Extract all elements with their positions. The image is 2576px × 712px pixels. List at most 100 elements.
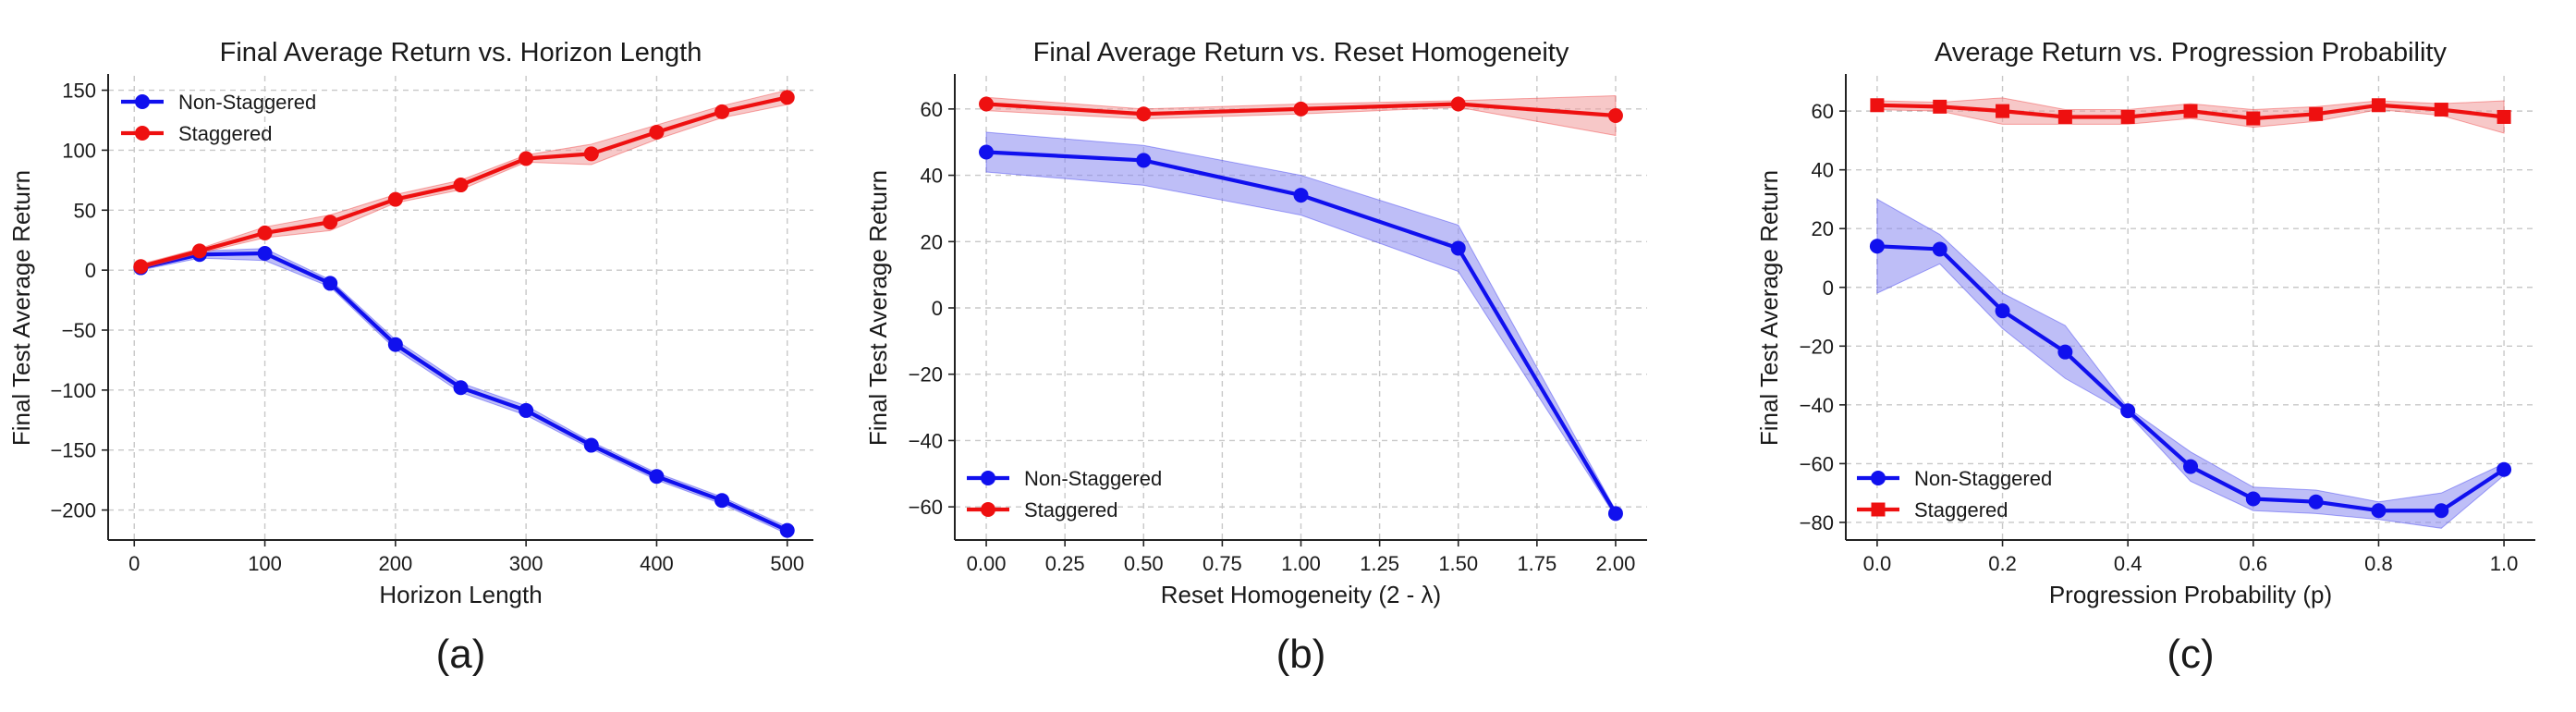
legend-marker (981, 502, 995, 517)
y-tick-label: 100 (62, 139, 96, 162)
legend: Non-Staggered Staggered (121, 91, 316, 145)
y-axis-label: Final Test Average Return (1755, 170, 1783, 446)
x-tick-label: 0.6 (2240, 552, 2268, 575)
data-point (979, 96, 995, 112)
y-tick-label: −150 (50, 439, 96, 462)
legend-marker (135, 126, 150, 141)
panel-caption: (c) (2167, 632, 2214, 677)
data-point (191, 243, 207, 259)
x-tick-label: 0.8 (2364, 552, 2393, 575)
data-point (649, 469, 665, 485)
y-tick-label: −60 (909, 496, 943, 519)
data-point (453, 178, 469, 193)
legend-label: Staggered (1914, 498, 2008, 522)
data-point (2057, 109, 2072, 124)
legend-marker (981, 471, 995, 485)
data-point (323, 215, 338, 230)
data-point (583, 146, 599, 162)
data-point (323, 276, 338, 291)
chart-title: Final Average Return vs. Horizon Length (220, 38, 702, 68)
x-tick-label: 0.4 (2114, 552, 2143, 575)
data-point (519, 402, 534, 418)
data-point (2183, 459, 2198, 474)
legend-marker (1871, 502, 1886, 517)
data-point (1450, 240, 1466, 256)
data-point (1450, 96, 1466, 112)
chart-panel-1: 0 100 200 300 400 500 −200 −150 −100 −50 0 50 100 150… (7, 38, 813, 677)
y-axis-label: Final Test Average Return (7, 170, 35, 446)
y-tick-label: −80 (1800, 511, 1834, 534)
y-tick-label: 50 (74, 199, 96, 222)
y-tick-label: −50 (62, 319, 96, 342)
y-tick-label: −20 (1800, 335, 1834, 358)
data-point (257, 245, 273, 261)
y-tick-label: 60 (1812, 100, 1834, 123)
x-tick-label: 1.50 (1438, 552, 1478, 575)
y-tick-label: −100 (50, 379, 96, 402)
data-point (979, 144, 995, 160)
panel-caption: (b) (1276, 632, 1326, 677)
series-non-staggered (1869, 198, 2512, 529)
y-axis-label: Final Test Average Return (864, 170, 892, 446)
data-point (2497, 109, 2511, 124)
data-point (2057, 344, 2073, 360)
legend-label: Non-Staggered (1914, 467, 2052, 490)
data-point (387, 337, 403, 352)
x-tick-label: 0.00 (967, 552, 1007, 575)
data-point (2434, 503, 2449, 519)
y-tick-label: 60 (921, 98, 943, 121)
data-point (133, 259, 149, 275)
chart-panel-2: 0.00 0.25 0.50 0.75 1.00 1.25 1.50 1.75 2.00 −60 −… (864, 38, 1647, 677)
data-point (2120, 403, 2136, 419)
legend-marker (135, 94, 150, 109)
x-axis-label: Horizon Length (379, 581, 542, 608)
data-point (714, 493, 730, 509)
x-tick-label: 2.00 (1596, 552, 1636, 575)
data-point (1136, 153, 1152, 168)
data-point (1996, 104, 2010, 118)
data-point (2246, 111, 2261, 126)
y-tick-label: −20 (909, 363, 943, 387)
data-point (1607, 506, 1623, 522)
x-tick-label: 1.0 (2490, 552, 2519, 575)
data-point (649, 124, 665, 140)
legend-label: Non-Staggered (1024, 467, 1162, 490)
data-point (257, 225, 273, 240)
y-tick-label: −60 (1800, 452, 1834, 475)
x-tick-label: 200 (378, 552, 412, 575)
data-point (2120, 109, 2135, 124)
y-tick-label: 0 (1823, 276, 1834, 300)
legend-marker (1871, 471, 1886, 485)
x-tick-label: 0 (128, 552, 140, 575)
panel-caption: (a) (436, 632, 486, 677)
data-point (1607, 108, 1623, 124)
data-point (1995, 303, 2010, 319)
data-point (1136, 106, 1152, 122)
data-point (2371, 98, 2386, 113)
data-point (2434, 103, 2448, 117)
data-point (1869, 239, 1885, 254)
y-tick-label: 0 (932, 297, 943, 320)
data-point (779, 90, 795, 105)
y-tick-label: 40 (1812, 159, 1834, 182)
x-tick-label: 1.00 (1281, 552, 1321, 575)
x-tick-label: 0.0 (1863, 552, 1892, 575)
data-point (583, 437, 599, 453)
data-point (1870, 98, 1885, 113)
legend: Non-Staggered Staggered (1857, 467, 2052, 522)
data-point (1293, 101, 1309, 117)
x-tick-label: 400 (640, 552, 674, 575)
x-tick-label: 0.50 (1124, 552, 1164, 575)
data-point (2497, 461, 2512, 477)
legend-label: Staggered (1024, 498, 1118, 522)
data-point (2371, 503, 2387, 519)
x-tick-label: 500 (770, 552, 804, 575)
data-point (714, 104, 730, 119)
data-point (2183, 104, 2198, 118)
x-tick-label: 100 (248, 552, 282, 575)
x-tick-label: 300 (509, 552, 543, 575)
series-staggered (979, 94, 1623, 137)
data-point (779, 522, 795, 538)
data-point (1933, 99, 1947, 114)
